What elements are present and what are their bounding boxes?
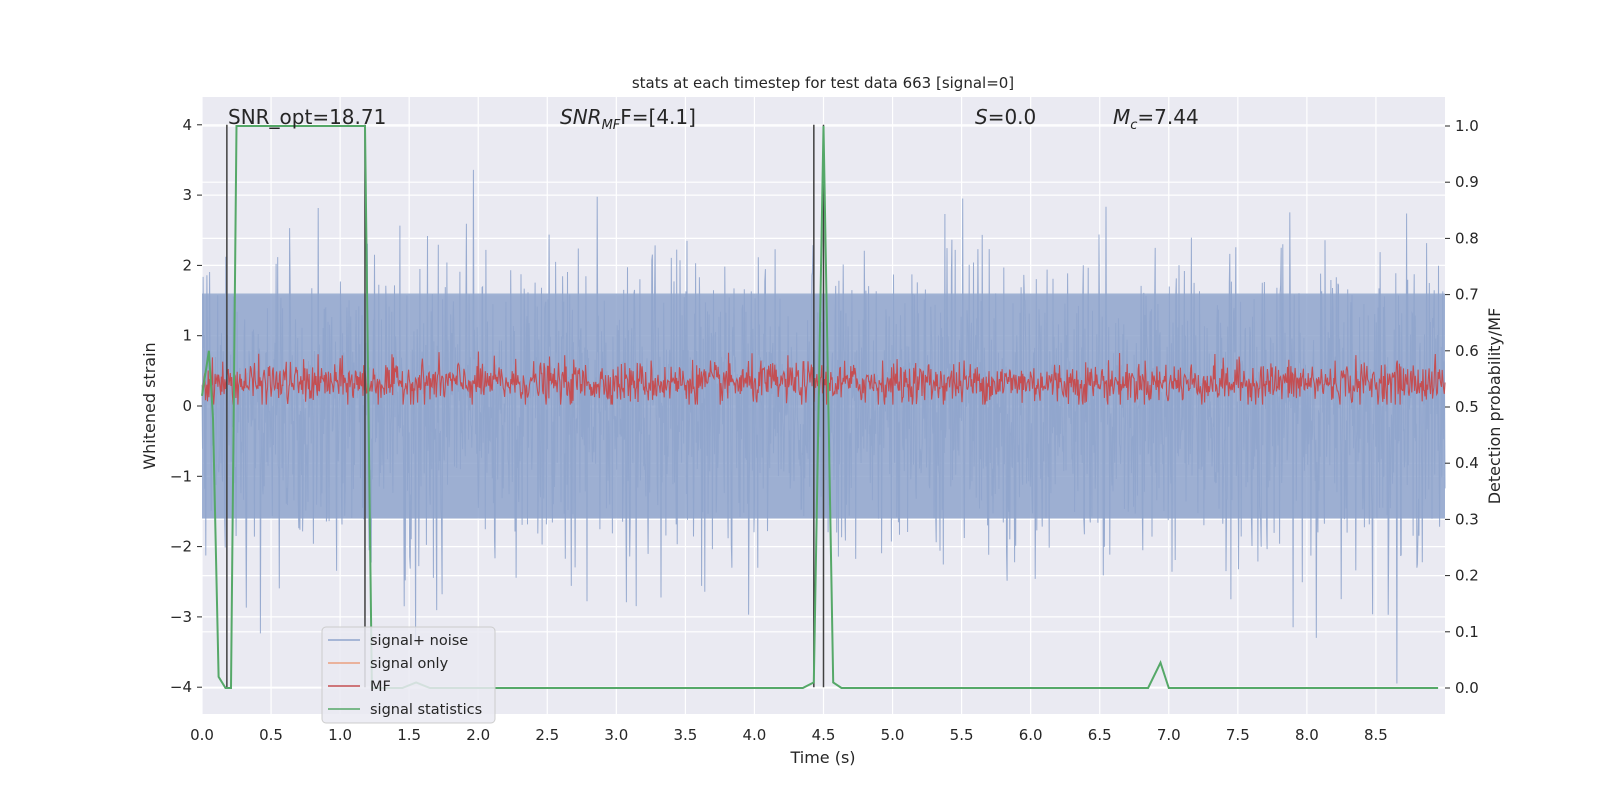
annotation-mc: Mc=7.44 (1113, 105, 1199, 133)
legend: signal+ noise signal only MF signal stat… (321, 626, 496, 724)
annotation-snr-opt: SNR_opt=18.71 (228, 105, 386, 129)
y-tick-label: −1 (170, 467, 192, 485)
y2-tick-label: 0.0 (1455, 679, 1479, 697)
x-tick-label: 5.0 (881, 726, 905, 744)
x-tick-label: 1.0 (328, 726, 352, 744)
legend-label-signal-only: signal only (370, 656, 449, 672)
x-tick-label: 6.5 (1088, 726, 1112, 744)
y2-tick-label: 0.4 (1455, 454, 1479, 472)
y-tick-label: 0 (182, 397, 192, 415)
x-tick-label: 0.0 (190, 726, 214, 744)
y2-tick-label: 0.5 (1455, 398, 1479, 416)
y-tick-label: 1 (182, 327, 192, 345)
legend-label-signal-noise: signal+ noise (370, 633, 468, 649)
y2-tick-label: 0.9 (1455, 173, 1479, 191)
vertical-marker-lines (226, 124, 825, 688)
x-tick-label: 4.0 (743, 726, 767, 744)
x-tick-label: 3.5 (673, 726, 697, 744)
axis-ticks: 0.0 0.5 1.0 1.5 2.0 2.5 3.0 3.5 4.0 4.5 5.0 5.5 6.0 6… (170, 116, 1479, 744)
x-tick-label: 1.5 (397, 726, 421, 744)
x-tick-label: 7.0 (1157, 726, 1181, 744)
x-tick-label: 3.0 (604, 726, 628, 744)
x-tick-label: 7.5 (1226, 726, 1250, 744)
legend-label-mf: MF (370, 679, 391, 695)
annotation-s: S=0.0 (975, 105, 1036, 129)
x-tick-label: 5.5 (950, 726, 974, 744)
x-tick-label: 8.0 (1295, 726, 1319, 744)
x-tick-label: 0.5 (259, 726, 283, 744)
y-tick-label: 2 (182, 256, 192, 274)
y2-tick-label: 0.1 (1455, 623, 1479, 641)
y2-tick-label: 0.2 (1455, 567, 1479, 585)
chart-title: stats at each timestep for test data 663… (632, 74, 1014, 92)
x-tick-label: 2.0 (466, 726, 490, 744)
x-axis-label: Time (s) (789, 748, 855, 767)
legend-label-signal-statistics: signal statistics (370, 702, 482, 718)
y2-tick-label: 0.8 (1455, 229, 1479, 247)
y2-tick-label: 0.6 (1455, 342, 1479, 360)
y2-tick-label: 1.0 (1455, 117, 1479, 135)
y-tick-label: −2 (170, 538, 192, 556)
x-tick-label: 2.5 (535, 726, 559, 744)
y-tick-label: −3 (170, 608, 192, 626)
x-tick-label: 8.5 (1364, 726, 1388, 744)
y2-tick-label: 0.3 (1455, 510, 1479, 528)
annotation-snr-mf: SNRMFF=[4.1] (560, 105, 696, 133)
x-tick-label: 6.0 (1019, 726, 1043, 744)
y2-tick-label: 0.7 (1455, 286, 1479, 304)
y2-axis-label: Detection probability/MF (1485, 308, 1504, 505)
y-tick-label: 4 (182, 116, 192, 134)
y-tick-label: 3 (182, 186, 192, 204)
y-tick-label: −4 (170, 678, 192, 696)
x-tick-label: 4.5 (812, 726, 836, 744)
y-axis-label: Whitened strain (140, 342, 159, 469)
